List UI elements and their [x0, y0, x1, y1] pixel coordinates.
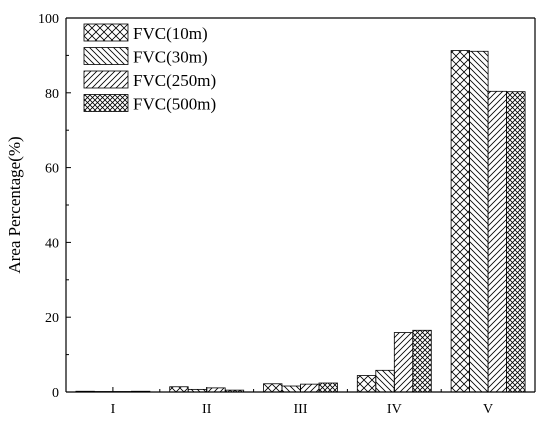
y-tick-label: 100: [38, 12, 59, 27]
bar-V-FVC(10m): [450, 50, 471, 393]
bar-V-FVC(250m): [487, 90, 508, 393]
legend-label: FVC(500m): [133, 95, 216, 114]
legend-swatch: [83, 94, 129, 112]
x-tick-label: I: [111, 402, 116, 417]
y-tick-label: 80: [45, 87, 59, 102]
legend: FVC(10m) FVC(30m) FVC(250m) FVC(500m): [83, 23, 216, 114]
bar-IV-FVC(500m): [412, 329, 432, 393]
y-tick-label: 20: [45, 311, 59, 326]
bar-IV-FVC(250m): [393, 332, 414, 393]
bar-IV-FVC(30m): [375, 369, 395, 393]
legend-label: FVC(250m): [133, 71, 216, 90]
legend-swatch: [83, 23, 129, 42]
bar-III-FVC(500m): [318, 382, 338, 393]
legend-label: FVC(30m): [133, 48, 208, 67]
legend-swatch: [83, 70, 129, 89]
bar-V-FVC(30m): [469, 50, 489, 393]
legend-swatch: [83, 47, 129, 65]
bar-III-FVC(250m): [300, 383, 320, 393]
y-tick-label: 0: [52, 386, 59, 401]
bar-II-FVC(10m): [169, 386, 189, 393]
bar-V-FVC(500m): [506, 91, 526, 393]
bar-III-FVC(30m): [281, 385, 301, 393]
bar-IV-FVC(10m): [356, 375, 377, 393]
x-tick-label: V: [483, 402, 493, 417]
legend-label: FVC(10m): [133, 24, 208, 43]
y-tick-label: 40: [45, 236, 59, 251]
x-tick-label: II: [202, 402, 212, 417]
bar-III-FVC(10m): [263, 383, 283, 393]
bar-II-FVC(250m): [206, 387, 226, 393]
y-axis-title: Area Percentage(%): [5, 136, 24, 273]
x-tick-label: III: [294, 402, 308, 417]
y-tick-label: 60: [45, 162, 59, 177]
x-tick-label: IV: [387, 402, 402, 417]
